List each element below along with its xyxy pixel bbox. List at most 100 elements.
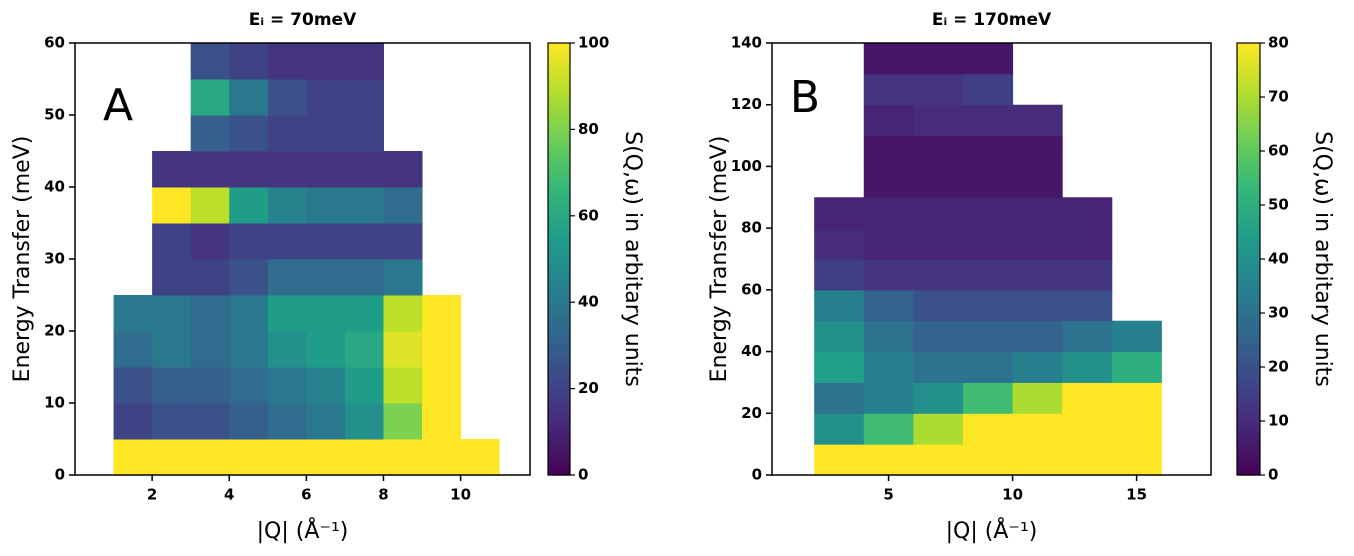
chart-title: Eᵢ = 170meV [932,10,1052,30]
colorbar-tick-label: 50 [1268,196,1289,214]
heatmap-cell [1012,382,1063,414]
heatmap-cell [152,439,192,475]
heatmap-cell [267,259,307,296]
heatmap-cell [267,295,307,332]
x-tick-label: 6 [301,486,311,504]
heatmap-cell [152,331,192,368]
heatmap-cell [814,197,865,229]
heatmap-cell [1062,413,1113,445]
heatmap-cell [962,382,1014,414]
colorbar-tick-label: 30 [1268,304,1289,322]
heatmap-cell [383,439,423,475]
y-axis-label: Energy Transfer (meV) [707,136,732,383]
heatmap-cell [344,115,384,152]
heatmap-cell [267,43,307,80]
heatmap-cell [306,187,346,224]
heatmap-cell [814,259,865,291]
heatmap-cell [190,115,230,152]
y-tick-label: 40 [741,342,762,360]
heatmap-cell [863,413,914,445]
heatmap-cell [422,295,462,332]
heatmap-cell [422,367,462,404]
heatmap-cell [190,79,230,116]
heatmap-cell [229,259,269,296]
y-axis-label: Energy Transfer (meV) [10,136,35,383]
y-tick-label: 40 [44,178,65,196]
y-tick-label: 50 [44,106,65,124]
heatmap-cell [344,331,384,368]
heatmap-cell [113,403,153,440]
heatmap-cell [1111,320,1162,353]
y-tick-label: 140 [731,34,762,52]
heatmap-cell [229,115,269,152]
heatmap-cell [152,187,192,224]
heatmap-cell [190,403,230,440]
x-axis-label: |Q| (Å⁻¹) [946,517,1038,544]
heatmap-cell [267,223,307,260]
heatmap-cell [383,367,423,404]
heatmap-cell [267,331,307,368]
heatmap-cell [152,259,192,296]
heatmap [814,43,1162,475]
y-tick-label: 0 [55,466,65,484]
heatmap-cell [152,151,192,188]
heatmap-cell [913,104,964,137]
colorbar-label: S(Q,ω) in arbitary units [1310,131,1335,387]
heatmap-cell [913,351,964,383]
colorbar-label: S(Q,ω) in arbitary units [620,131,645,387]
heatmap-cell [1012,444,1063,475]
heatmap-cell [306,439,346,475]
heatmap-cell [383,403,423,440]
y-tick-label: 60 [741,280,762,298]
heatmap-cell [383,187,423,224]
y-tick-label: 0 [752,466,762,484]
heatmap-cell [229,403,269,440]
heatmap-cell [152,223,192,260]
panel-label: A [103,80,133,131]
heatmap-cell [913,73,964,106]
colorbar-tick-label: 20 [578,379,599,397]
heatmap-cell [962,166,1014,198]
heatmap-cell [1012,104,1063,137]
colorbar-tick-label: 40 [578,293,599,311]
y-tick-label: 20 [44,322,65,340]
heatmap-cell [863,197,914,229]
heatmap-cell [913,320,964,353]
colorbar-tick-label: 100 [578,34,609,52]
x-tick-label: 2 [147,486,157,504]
heatmap-cell [1111,413,1162,445]
y-tick-label: 60 [44,34,65,52]
heatmap-cell [1062,228,1113,260]
heatmap-cell [863,444,914,475]
colorbar-tick-label: 40 [1268,250,1289,268]
y-tick-label: 20 [741,404,762,422]
colorbar-tick-label: 0 [1268,466,1278,484]
heatmap-cell [229,331,269,368]
y-tick-label: 80 [741,219,762,237]
x-tick-label: 4 [224,486,234,504]
heatmap-cell [962,259,1014,291]
heatmap-cell [814,444,865,475]
heatmap-cell [1012,320,1063,353]
heatmap-cell [113,331,153,368]
heatmap-cell [306,403,346,440]
heatmap-cell [344,403,384,440]
colorbar-tick-label: 80 [1268,34,1289,52]
heatmap-cell [913,197,964,229]
heatmap-cell [913,135,964,167]
heatmap-cell [863,135,914,167]
colorbar [1237,43,1260,476]
heatmap-cell [383,223,423,260]
heatmap-cell [344,367,384,404]
heatmap-cell [229,223,269,260]
heatmap-cell [229,187,269,224]
heatmap-cell [113,295,153,332]
heatmap-cell [422,439,462,475]
plot-frame [771,42,1212,476]
colorbar-tick-label: 10 [1268,412,1289,430]
heatmap-cell [229,151,269,188]
heatmap-cell [863,104,914,137]
heatmap-cell [190,439,230,475]
heatmap-cell [267,439,307,475]
